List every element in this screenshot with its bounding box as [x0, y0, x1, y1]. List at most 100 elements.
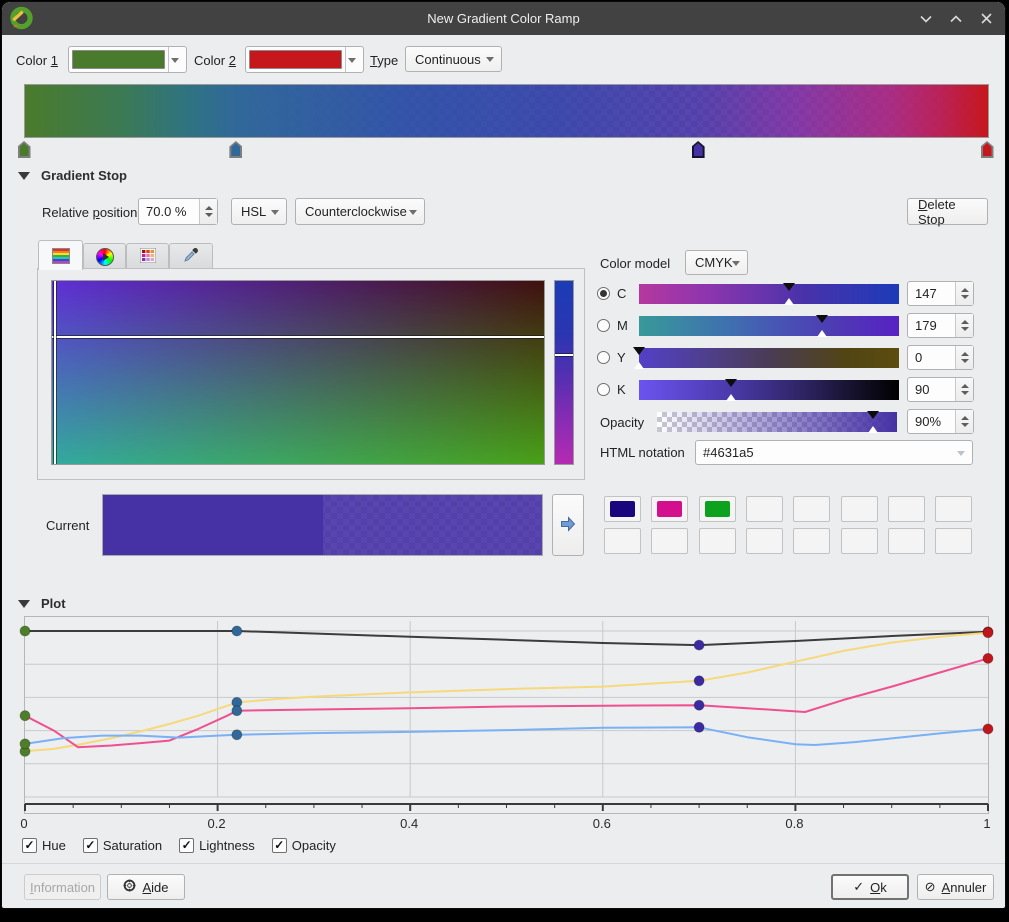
- html-notation-input[interactable]: #4631a5: [695, 440, 973, 465]
- empty-swatch[interactable]: [746, 496, 783, 522]
- component-row-y: Y0: [597, 348, 979, 368]
- color-model-combobox[interactable]: CMYK: [685, 250, 748, 275]
- component-slider-k[interactable]: [639, 380, 899, 400]
- component-value-spinbox[interactable]: 0: [907, 345, 974, 370]
- component-radio-k[interactable]: [597, 383, 610, 396]
- caret-down-icon: [957, 451, 965, 456]
- ok-button[interactable]: ✓ Ok: [831, 874, 909, 900]
- checkbox-box[interactable]: ✓: [22, 838, 37, 853]
- component-radio-c[interactable]: [597, 287, 610, 300]
- spin-buttons[interactable]: [955, 410, 973, 433]
- saved-swatch[interactable]: [651, 496, 688, 522]
- gradient-stops-row: [24, 141, 989, 159]
- empty-swatch[interactable]: [935, 528, 972, 554]
- color-strip-slider[interactable]: [554, 280, 574, 465]
- empty-swatch[interactable]: [793, 528, 830, 554]
- gradient-stop-marker[interactable]: [18, 141, 31, 158]
- plot-canvas[interactable]: [25, 617, 988, 813]
- checkbox-lightness[interactable]: ✓Lightness: [179, 836, 255, 854]
- color1-dropdown[interactable]: [168, 47, 186, 72]
- collapse-arrow-icon: [18, 172, 30, 180]
- gradient-preview[interactable]: [24, 84, 989, 138]
- spin-buttons[interactable]: [955, 282, 973, 305]
- spin-buttons[interactable]: [955, 378, 973, 401]
- checkbox-saturation[interactable]: ✓ Saturation: [83, 836, 162, 854]
- relative-position-value: 70.0 %: [139, 204, 199, 219]
- caret-down-icon: [409, 210, 417, 215]
- relative-position-spinbox[interactable]: 70.0 %: [138, 198, 218, 225]
- color2-dropdown[interactable]: [345, 47, 363, 72]
- saved-swatch[interactable]: [604, 496, 641, 522]
- plot-frame: [24, 616, 989, 814]
- gradient-stop-section-header[interactable]: Gradient Stop: [18, 168, 127, 183]
- gradient-stop-marker[interactable]: [692, 141, 705, 158]
- checkbox-opacity[interactable]: ✓Opacity: [272, 836, 336, 854]
- empty-swatch[interactable]: [746, 528, 783, 554]
- window-maximize-button[interactable]: [949, 12, 963, 26]
- delete-stop-button[interactable]: Delete Stop: [907, 198, 988, 225]
- direction-combobox[interactable]: Counterclockwise: [295, 198, 425, 225]
- empty-swatch[interactable]: [699, 528, 736, 554]
- checkbox-box[interactable]: ✓: [179, 838, 194, 853]
- opacity-slider[interactable]: [657, 412, 897, 432]
- empty-swatch[interactable]: [793, 496, 830, 522]
- tab-color-wheel[interactable]: [83, 243, 126, 269]
- cancel-slash-icon: ⊘: [925, 879, 936, 895]
- component-radio-m[interactable]: [597, 319, 610, 332]
- color2-swatch-button[interactable]: [245, 46, 364, 73]
- component-value-spinbox[interactable]: 179: [907, 313, 974, 338]
- tab-color-sampler[interactable]: [169, 243, 213, 269]
- plot-section-title: Plot: [41, 596, 66, 611]
- current-color-opaque: [103, 495, 323, 555]
- empty-swatch[interactable]: [935, 496, 972, 522]
- tab-swatches[interactable]: [126, 243, 169, 269]
- interpolation-value: HSL: [241, 204, 266, 219]
- color-ramp-icon: [52, 248, 70, 264]
- gradient-stop-marker[interactable]: [981, 141, 994, 158]
- component-label: M: [617, 318, 628, 333]
- spin-buttons[interactable]: [955, 314, 973, 337]
- opacity-spinbox[interactable]: 90%: [907, 409, 974, 434]
- empty-swatch[interactable]: [604, 528, 641, 554]
- color-wheel-icon: [96, 248, 114, 266]
- component-label: C: [617, 286, 626, 301]
- component-slider-y[interactable]: [639, 348, 899, 368]
- cancel-button[interactable]: ⊘ Annuler: [917, 874, 994, 900]
- component-radio-y[interactable]: [597, 351, 610, 364]
- window-close-button[interactable]: [979, 12, 993, 26]
- color-box-2d[interactable]: [51, 280, 545, 465]
- spin-buttons[interactable]: [955, 346, 973, 369]
- spin-buttons[interactable]: [199, 199, 217, 224]
- gradient-stop-color: [20, 143, 29, 156]
- gradient-stop-marker[interactable]: [229, 141, 242, 158]
- caret-down-icon: [486, 57, 494, 62]
- checkbox-label: Saturation: [103, 838, 162, 853]
- empty-swatch[interactable]: [841, 496, 878, 522]
- component-value-spinbox[interactable]: 90: [907, 377, 974, 402]
- tab-color-box[interactable]: [38, 240, 83, 270]
- interpolation-combobox[interactable]: HSL: [231, 198, 287, 225]
- footer-separator: [2, 863, 1005, 864]
- empty-swatch[interactable]: [888, 496, 925, 522]
- empty-swatch[interactable]: [651, 528, 688, 554]
- checkbox-hue[interactable]: ✓Hue: [22, 836, 66, 854]
- type-combobox[interactable]: Continuous: [405, 46, 502, 72]
- component-value: 90: [908, 382, 955, 397]
- component-value-spinbox[interactable]: 147: [907, 281, 974, 306]
- color1-swatch-button[interactable]: [68, 46, 187, 73]
- empty-swatch[interactable]: [888, 528, 925, 554]
- checkbox-box[interactable]: ✓: [272, 838, 287, 853]
- add-to-swatches-button[interactable]: [552, 494, 584, 556]
- component-value: 179: [908, 318, 955, 333]
- saved-swatch[interactable]: [699, 496, 736, 522]
- color-strip-cursor: [555, 354, 573, 356]
- type-value: Continuous: [415, 52, 481, 67]
- window-shade-button[interactable]: [919, 12, 933, 26]
- empty-swatch[interactable]: [841, 528, 878, 554]
- component-slider-c[interactable]: [639, 284, 899, 304]
- help-button[interactable]: Aide: [107, 874, 185, 900]
- color2-label: Color 2: [194, 53, 236, 68]
- component-slider-m[interactable]: [639, 316, 899, 336]
- checkbox-box[interactable]: ✓: [83, 838, 98, 853]
- plot-section-header[interactable]: Plot: [18, 596, 66, 611]
